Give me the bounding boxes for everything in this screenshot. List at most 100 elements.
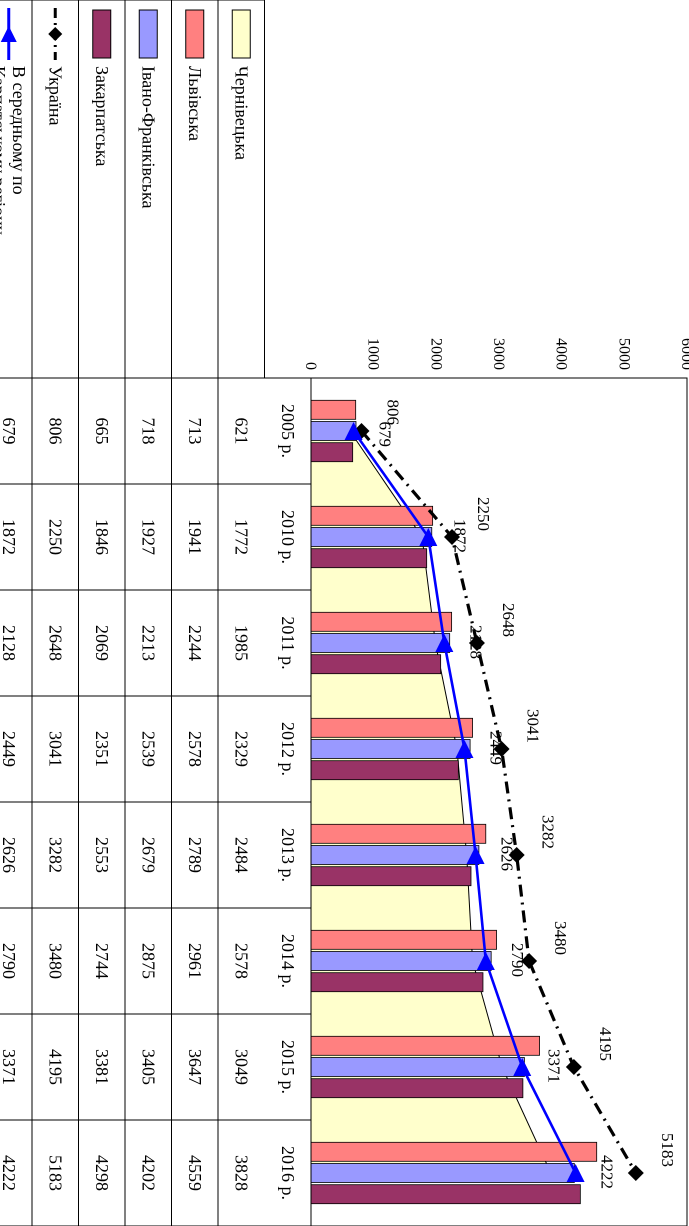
y-tick-1: 0 — [302, 362, 319, 370]
category-label-7: 2015 р. — [278, 1040, 298, 1094]
diamond-marker-1 — [353, 423, 370, 439]
bar-1-7 — [310, 1035, 540, 1056]
category-label-3: 2011 р. — [278, 616, 298, 669]
category-label-6: 2014 р. — [278, 934, 298, 988]
cell-2-6: 2961 — [185, 943, 205, 979]
data-table: 2005 р. 2010 р. 2011 р. 2012 р. 2013 р. 2014 … — [0, 0, 312, 1226]
ukraine-label-3: 2648 — [499, 603, 518, 637]
legend-swatch-4 — [92, 9, 112, 59]
cell-5-5: 3282 — [45, 837, 65, 873]
cell-4-8: 4298 — [92, 1155, 112, 1191]
cell-5-4: 3041 — [45, 731, 65, 767]
cell-3-7: 3405 — [138, 1049, 158, 1085]
bar-1-4 — [310, 717, 473, 738]
legend-diamond-icon — [48, 27, 63, 41]
bar-3-5 — [310, 866, 472, 887]
cell-3-5: 2679 — [138, 837, 158, 873]
row-name-2: Львівська — [185, 66, 205, 141]
ukraine-label-2: 2250 — [474, 497, 493, 531]
cell-5-3: 2648 — [45, 625, 65, 661]
cell-6-6: 2790 — [0, 943, 19, 979]
bar-1-8 — [310, 1141, 598, 1162]
bar-2-5 — [310, 845, 480, 865]
cell-6-3: 2128 — [0, 625, 19, 661]
diamond-marker-5 — [508, 847, 525, 863]
bar-3-2 — [310, 548, 428, 569]
carpathian-label-6: 2790 — [508, 943, 527, 977]
carpathian-label-7: 3371 — [544, 1049, 563, 1083]
cell-1-7: 3049 — [231, 1049, 251, 1085]
triangle-marker-4 — [455, 740, 474, 758]
legend-triangle-icon — [0, 26, 17, 42]
cell-4-1: 665 — [92, 418, 112, 445]
cell-4-5: 2553 — [92, 837, 112, 873]
bar-1-3 — [310, 611, 453, 632]
cell-4-4: 2351 — [92, 731, 112, 767]
category-label-4: 2012 р. — [278, 722, 298, 776]
carpathian-label-4: 2449 — [486, 731, 505, 765]
diamond-marker-3 — [468, 635, 485, 651]
triangle-marker-7 — [513, 1058, 532, 1076]
cell-2-3: 2244 — [185, 625, 205, 661]
triangle-marker-8 — [566, 1164, 585, 1182]
cell-6-8: 4222 — [0, 1155, 19, 1191]
carpathian-label-3: 2128 — [466, 625, 485, 659]
diamond-marker-2 — [444, 529, 460, 545]
cell-4-7: 3381 — [92, 1049, 112, 1085]
cell-6-7: 3371 — [0, 1049, 19, 1085]
row-name-1: Чернівецька — [231, 66, 251, 160]
cell-4-3: 2069 — [92, 625, 112, 661]
y-tick-7: 6000 — [678, 338, 689, 370]
ukraine-label-7: 4195 — [596, 1027, 615, 1061]
bar-3-3 — [310, 654, 442, 675]
ukraine-label-1: 806 — [384, 400, 403, 426]
bar-2-6 — [310, 951, 492, 971]
cell-3-6: 2875 — [138, 943, 158, 979]
cell-3-3: 2213 — [138, 625, 158, 661]
carpathian-label-5: 2626 — [498, 837, 517, 871]
line-carpathian-average — [352, 430, 577, 1174]
cell-1-2: 1772 — [231, 519, 251, 555]
bar-1-5 — [310, 823, 487, 844]
carpathian-label-8: 4222 — [598, 1155, 617, 1189]
carpathian-label-2: 1872 — [450, 519, 469, 553]
cell-5-7: 4195 — [45, 1049, 65, 1085]
bar-3-8 — [310, 1184, 581, 1205]
bar-3-1 — [310, 442, 354, 463]
cell-3-8: 4202 — [138, 1155, 158, 1191]
bar-2-2 — [310, 527, 433, 547]
cell-2-2: 1941 — [185, 519, 205, 555]
bar-2-8 — [310, 1163, 575, 1183]
y-tick-2: 1000 — [365, 338, 382, 370]
bar-3-7 — [310, 1078, 524, 1099]
cell-1-4: 2329 — [231, 731, 251, 767]
bar-1-1 — [310, 399, 357, 420]
diamond-marker-7 — [565, 1059, 582, 1075]
bar-3-4 — [310, 760, 459, 781]
category-label-2: 2010 р. — [278, 510, 298, 564]
y-tick-6: 5000 — [615, 338, 632, 370]
cell-6-2: 1872 — [0, 519, 19, 555]
line-ukraine — [360, 429, 638, 1174]
y-tick-5: 4000 — [553, 338, 570, 370]
cell-5-1: 806 — [45, 418, 65, 445]
cell-5-6: 3480 — [45, 943, 65, 979]
bar-1-6 — [310, 929, 497, 950]
ukraine-label-4: 3041 — [524, 709, 543, 743]
category-label-1: 2005 р. — [278, 404, 298, 458]
triangle-marker-1 — [344, 422, 363, 440]
ukraine-label-6: 3480 — [551, 921, 570, 955]
row-name-6-line-2: Карпатському регіону — [0, 66, 9, 235]
cell-6-4: 2449 — [0, 731, 19, 767]
cell-6-1: 679 — [0, 418, 19, 445]
cell-1-1: 621 — [231, 418, 251, 445]
cell-1-6: 2578 — [231, 943, 251, 979]
row-name-6-line-1: В середньому по — [9, 66, 29, 195]
category-label-5: 2013 р. — [278, 828, 298, 882]
row-name-4: Закарпатська — [92, 66, 112, 166]
cell-2-5: 2789 — [185, 837, 205, 873]
triangle-marker-3 — [435, 634, 454, 652]
category-label-8: 2016 р. — [278, 1146, 298, 1200]
y-tick-3: 2000 — [427, 338, 444, 370]
triangle-marker-2 — [419, 528, 438, 546]
